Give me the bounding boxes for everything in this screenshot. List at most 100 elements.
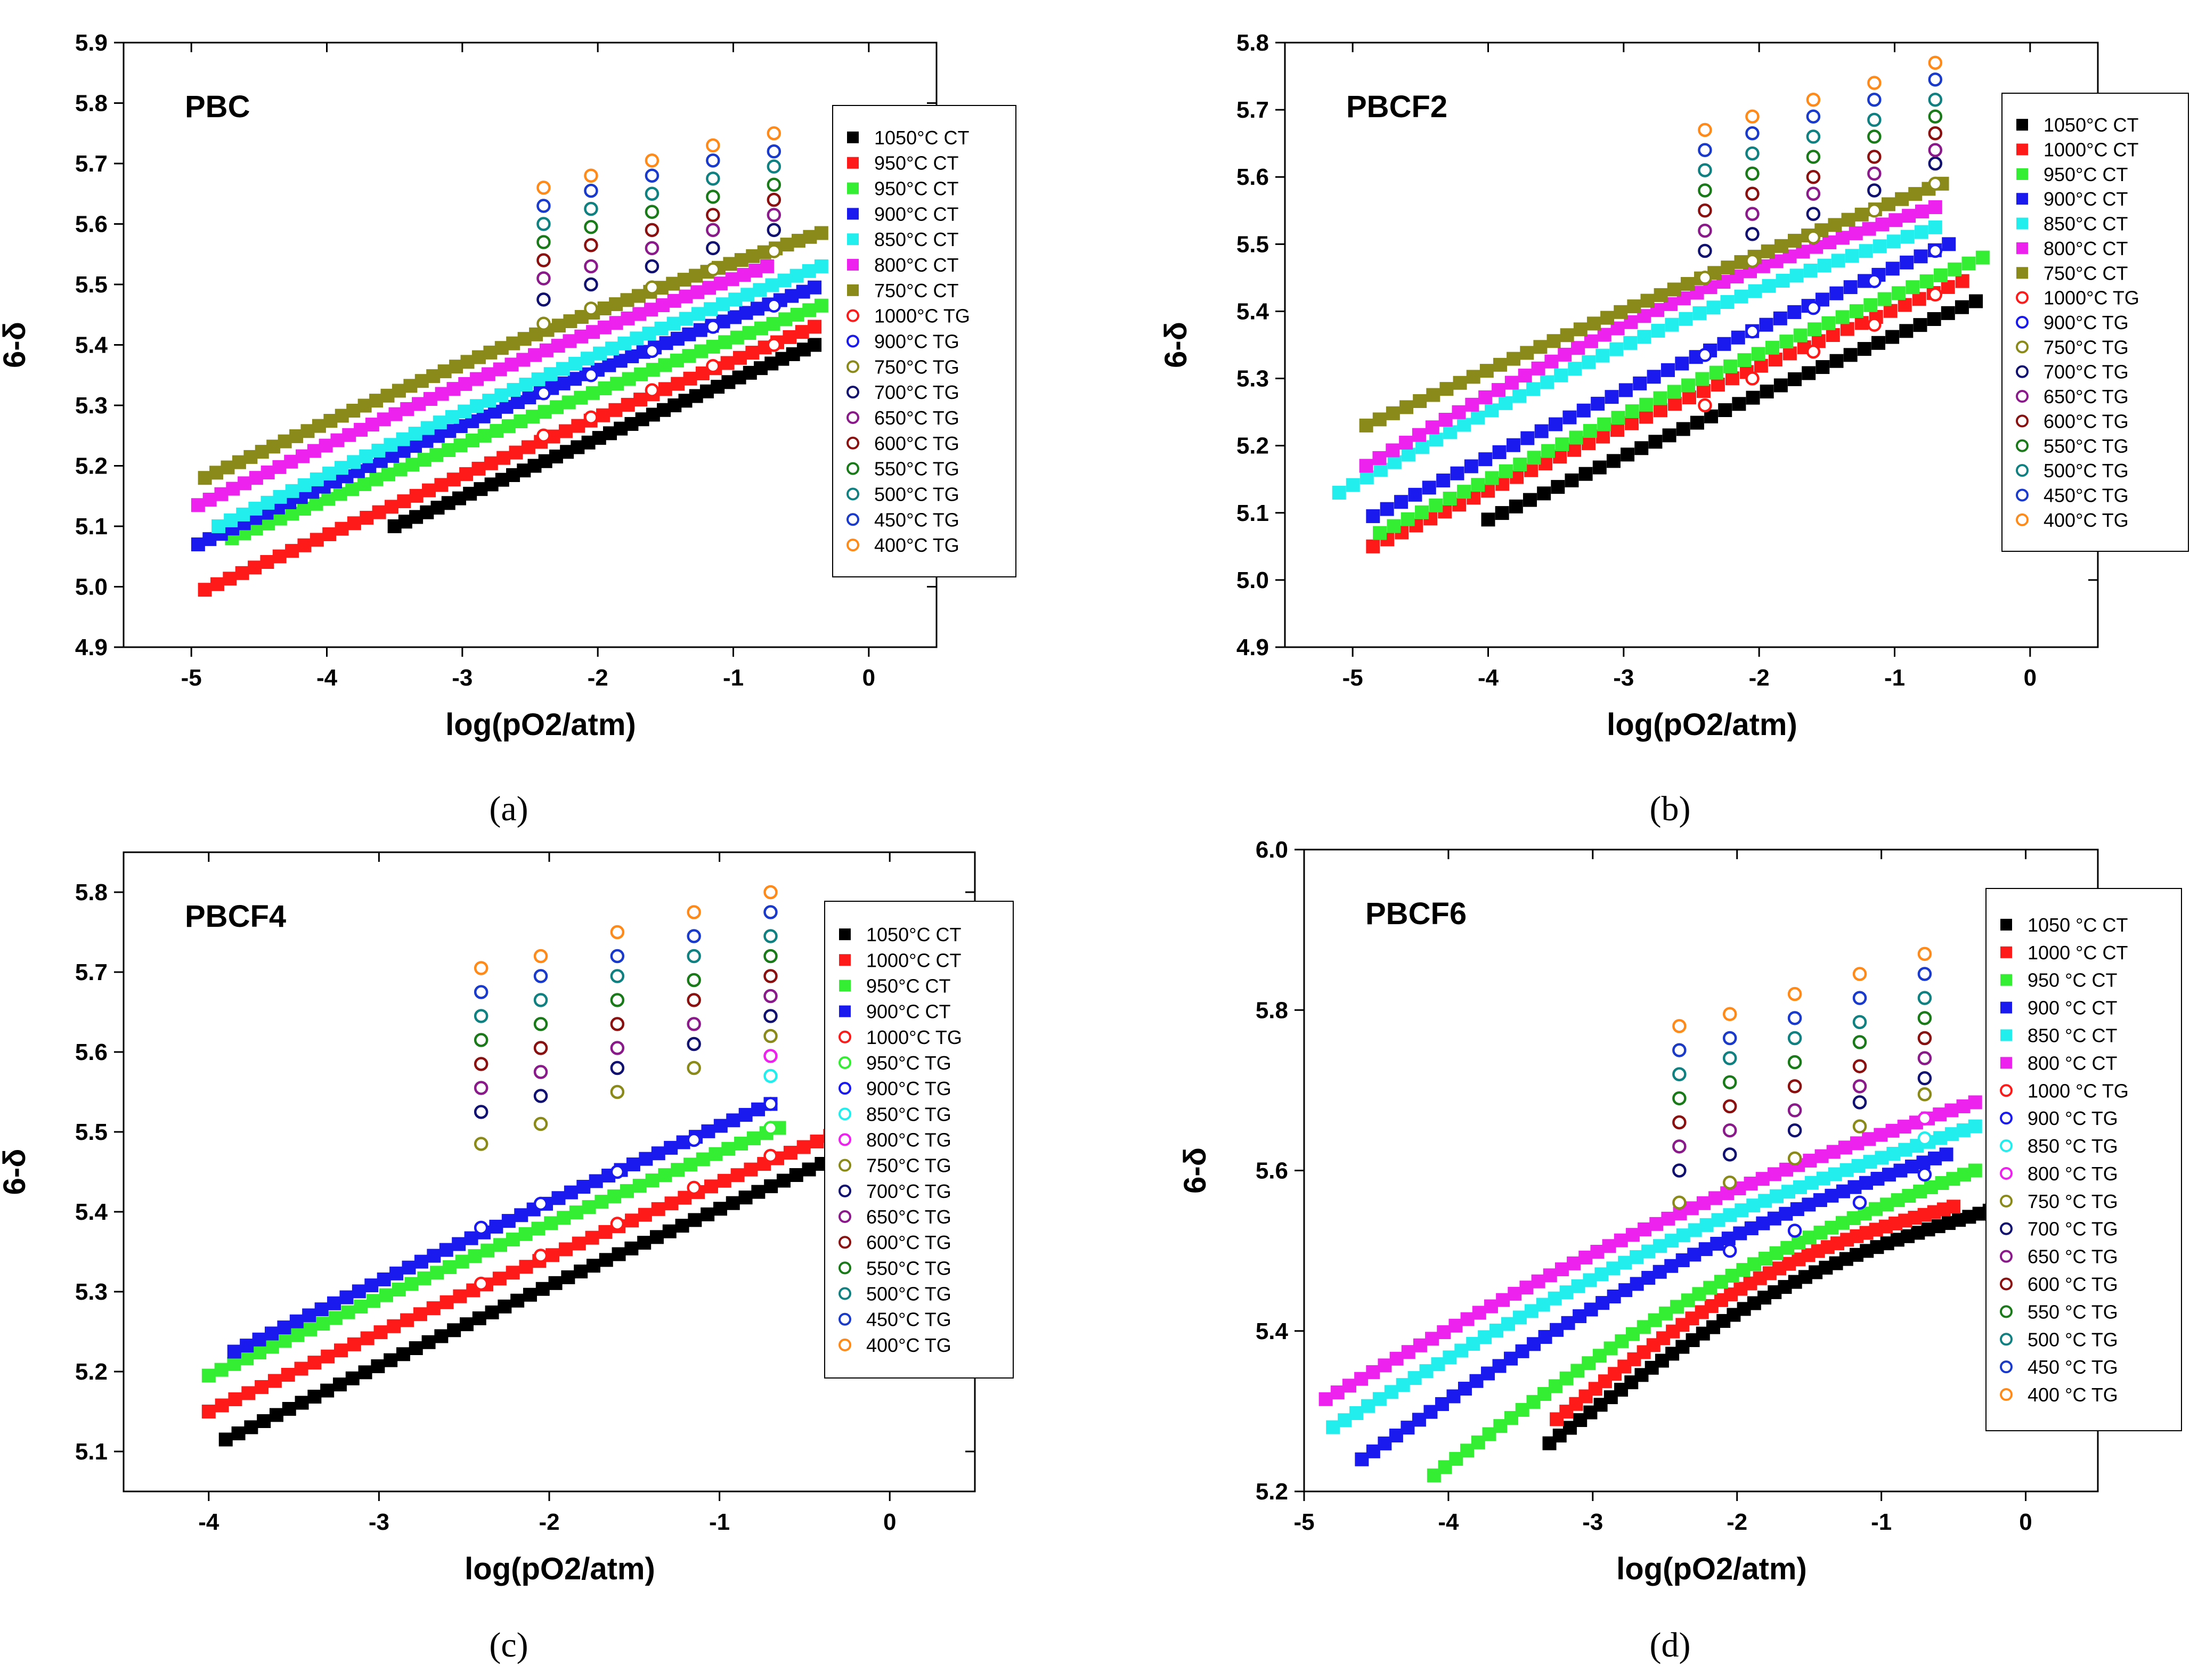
y-tick-label: 5.6 xyxy=(75,211,108,238)
ct-point xyxy=(260,495,275,510)
x-tick-label: -4 xyxy=(316,665,338,691)
tg-column xyxy=(533,949,548,1263)
ct-point xyxy=(1845,249,1859,263)
y-tick-label: 5.2 xyxy=(1236,433,1269,459)
legend-label: 850°C CT xyxy=(2044,213,2128,235)
ct-point xyxy=(539,343,553,357)
tg-point xyxy=(474,1081,489,1095)
ct-point xyxy=(303,1322,318,1336)
legend-marker-circle xyxy=(839,1056,851,1069)
tg-point xyxy=(767,126,781,141)
legend-marker-circle xyxy=(839,1312,851,1326)
ct-point xyxy=(664,1196,679,1211)
tg-point xyxy=(1787,1224,1802,1238)
tg-point xyxy=(533,949,548,964)
tg-point xyxy=(1722,1007,1737,1022)
ct-point xyxy=(751,1185,766,1199)
legend-marker-circle xyxy=(2000,1139,2013,1153)
ct-point xyxy=(446,382,461,396)
ct-point xyxy=(1684,1201,1699,1216)
y-tick-label: 5.0 xyxy=(75,574,108,600)
ct-point xyxy=(654,321,669,336)
tg-point xyxy=(1928,143,1943,158)
series-ct xyxy=(1359,200,1942,473)
ct-point xyxy=(808,320,822,334)
ct-point xyxy=(753,283,767,297)
ct-point xyxy=(433,415,447,430)
ct-point xyxy=(360,1331,375,1345)
legend: 1050 °C CT 1000 °C CT 950 °C CT 900 °C CT 85… xyxy=(1985,888,2182,1431)
legend-label: 550°C TG xyxy=(874,458,959,480)
legend-marker-square xyxy=(2000,918,2012,931)
series-ct xyxy=(387,338,822,533)
tg-point xyxy=(1917,1031,1932,1046)
ct-point xyxy=(1346,478,1360,492)
legend-marker-circle xyxy=(2016,340,2029,354)
tg-point xyxy=(1698,163,1712,177)
ct-point xyxy=(789,268,804,283)
tg-point xyxy=(1806,169,1821,184)
ct-point xyxy=(746,1131,761,1146)
tg-point xyxy=(536,253,551,267)
ct-point xyxy=(1465,397,1479,412)
ct-point xyxy=(1767,1167,1781,1181)
tg-column xyxy=(687,905,701,1195)
ct-point xyxy=(1835,310,1850,324)
ct-point xyxy=(477,428,492,443)
tg-point xyxy=(533,1196,548,1211)
ct-point xyxy=(625,1213,639,1228)
ct-point xyxy=(683,371,697,386)
ct-point xyxy=(226,482,240,496)
legend-label: 800°C TG xyxy=(866,1129,951,1151)
legend-label: 950°C TG xyxy=(866,1052,951,1074)
ct-point xyxy=(1492,445,1507,459)
ct-point xyxy=(1386,443,1400,458)
tg-point xyxy=(584,301,598,316)
legend-marker-square xyxy=(847,131,859,143)
tg-point xyxy=(1745,186,1760,201)
ct-point xyxy=(1854,207,1869,222)
ct-point xyxy=(720,356,735,370)
ct-point xyxy=(1578,467,1593,481)
legend-marker-square xyxy=(2000,1001,2012,1014)
ct-point xyxy=(568,356,582,371)
ct-point xyxy=(384,1353,398,1367)
ct-point xyxy=(372,505,386,519)
legend-label: 900°C TG xyxy=(874,331,959,353)
tg-point xyxy=(1787,1011,1802,1025)
ct-point xyxy=(1342,1379,1356,1393)
tg-point xyxy=(474,1057,489,1071)
legend-label: 1000 °C TG xyxy=(2028,1080,2129,1102)
ct-point xyxy=(621,397,635,412)
ct-point xyxy=(1875,217,1890,232)
ct-point xyxy=(1614,305,1628,319)
legend-label: 850 °C CT xyxy=(2028,1025,2117,1047)
ct-point xyxy=(664,1140,678,1155)
ct-point xyxy=(1915,205,1929,219)
ct-point xyxy=(260,555,274,569)
tg-point xyxy=(645,205,660,219)
ct-point xyxy=(1828,218,1842,232)
legend-label: 900°C CT xyxy=(874,203,958,225)
ct-point xyxy=(1933,1131,1947,1145)
tg-point xyxy=(687,1061,701,1075)
ct-point xyxy=(1639,397,1654,412)
legend-marker-circle xyxy=(2000,1194,2013,1208)
ct-point xyxy=(626,1157,640,1172)
tg-point xyxy=(1787,1079,1802,1094)
tg-point xyxy=(584,183,598,198)
ct-point xyxy=(1803,1153,1817,1168)
ct-point xyxy=(1380,502,1394,516)
ct-point xyxy=(802,303,817,317)
ct-point xyxy=(1802,366,1816,380)
legend-marker-square xyxy=(847,259,859,271)
ct-point xyxy=(1431,1357,1445,1372)
tg-column xyxy=(1917,947,1932,1182)
ct-point xyxy=(282,1401,296,1416)
ct-point xyxy=(1774,239,1788,253)
ct-point xyxy=(783,1146,797,1160)
tg-column xyxy=(767,126,781,352)
ct-point xyxy=(1788,372,1802,386)
ct-point xyxy=(1568,362,1582,376)
tg-point xyxy=(1698,183,1712,198)
